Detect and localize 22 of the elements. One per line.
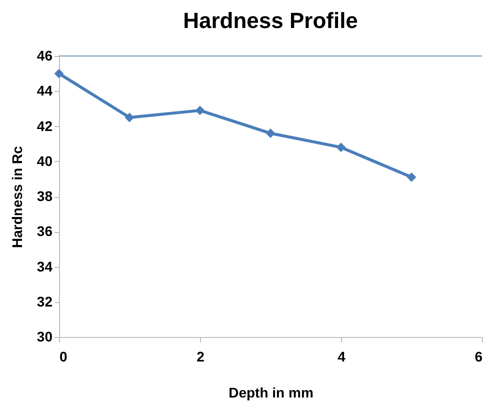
point bbox=[266, 128, 276, 138]
y-tick-label: 36 bbox=[36, 223, 53, 240]
y-tick-label: 42 bbox=[36, 118, 53, 134]
chart-title: Hardness Profile bbox=[183, 8, 358, 33]
y-tick-label: 30 bbox=[36, 328, 53, 344]
x-tick-label: 2 bbox=[196, 348, 205, 364]
y-tick-label: 40 bbox=[36, 152, 53, 169]
y-tick-label: 44 bbox=[36, 82, 53, 99]
point bbox=[336, 142, 346, 152]
x-tick-label: 0 bbox=[60, 348, 68, 364]
y-tick-label: 32 bbox=[36, 293, 53, 310]
x-tick-label: 6 bbox=[474, 348, 483, 364]
y-axis-title: Hardness in Rc bbox=[8, 146, 25, 248]
y-tick-label: 38 bbox=[36, 188, 53, 204]
point bbox=[195, 106, 205, 116]
x-tick-label: 4 bbox=[338, 348, 346, 364]
y-tick-label: 46 bbox=[36, 48, 53, 64]
x-axis-title: Depth in mm bbox=[228, 384, 314, 400]
point bbox=[54, 68, 64, 78]
y-tick-label: 34 bbox=[36, 258, 53, 274]
point bbox=[406, 172, 416, 182]
point bbox=[124, 112, 134, 122]
